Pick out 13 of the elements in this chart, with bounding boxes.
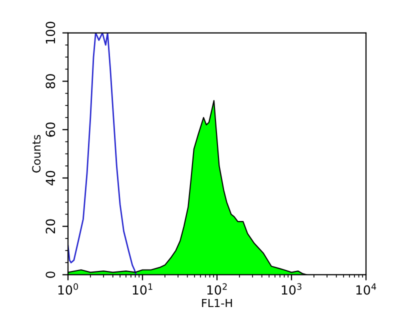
y-tick-label: 60 [46,122,56,137]
x-tick-label: 10$^{4}$ [356,283,376,295]
y-tick-label: 0 [46,272,56,278]
y-tick-label: 100 [46,22,56,44]
y-tick-label: 20 [46,219,56,234]
x-tick-label: 10$^{3}$ [282,283,302,295]
y-axis-title: Counts [32,134,41,173]
y-tick-label: 80 [46,74,56,88]
x-tick-label: 10$^{0}$ [58,283,78,295]
x-tick-label: 10$^{1}$ [132,283,152,295]
x-tick-label: 10$^{2}$ [207,283,227,295]
x-axis-title: FL1-H [202,298,232,308]
y-tick-label: 40 [46,170,56,186]
